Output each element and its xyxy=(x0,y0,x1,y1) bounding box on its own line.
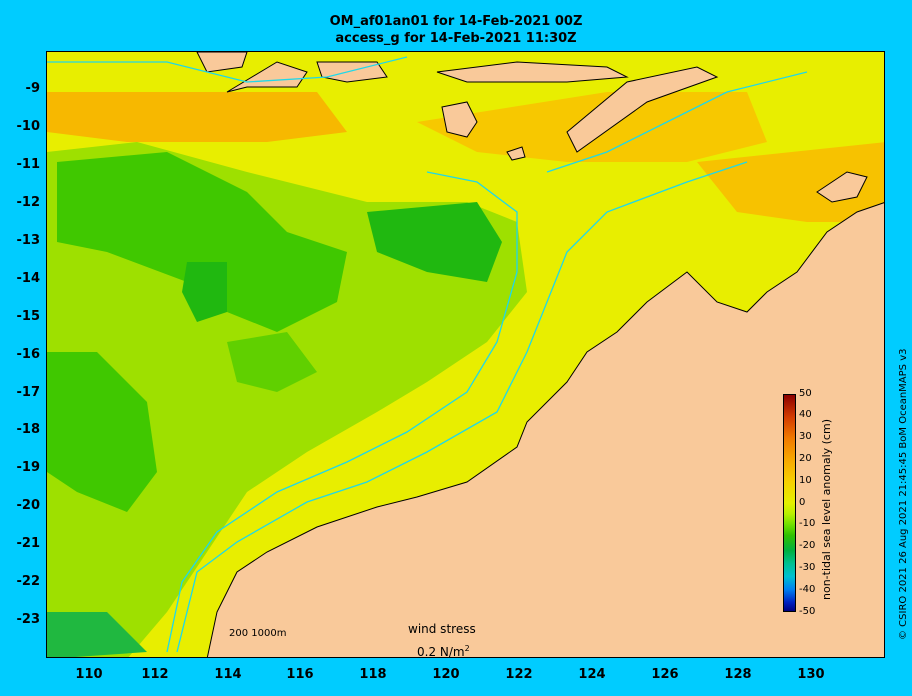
x-tick-label: 112 xyxy=(141,667,169,682)
colorbar-tick: -10 xyxy=(799,518,816,529)
y-tick-label: -17 xyxy=(16,385,41,400)
colorbar-tick: 40 xyxy=(799,409,812,420)
colorbar-tick: -30 xyxy=(799,562,816,573)
map-title-line1: OM_af01an01 for 14-Feb-2021 00Z xyxy=(329,14,583,29)
y-tick-label: -21 xyxy=(16,536,41,551)
map-title-line2: access_g for 14-Feb-2021 11:30Z xyxy=(335,31,577,46)
wind-stress-unit-exponent: 2 xyxy=(464,644,470,653)
y-tick-label: -23 xyxy=(16,612,41,627)
colorbar-tick: 20 xyxy=(799,453,812,464)
y-tick-label: -9 xyxy=(25,81,40,96)
colorbar-tick: 0 xyxy=(799,497,806,508)
colorbar-title: non-tidal sea level anomaly (cm) xyxy=(820,419,833,600)
y-tick-label: -22 xyxy=(16,574,41,589)
x-tick-label: 118 xyxy=(359,667,387,682)
y-tick-label: -16 xyxy=(16,347,41,362)
y-tick-label: -15 xyxy=(16,309,41,324)
credit-text: © CSIRO 2021 26 Aug 2021 21:45:45 BoM Oc… xyxy=(898,348,909,641)
colorbar-tick: 30 xyxy=(799,431,812,442)
x-tick-label: 126 xyxy=(651,667,679,682)
sea-level-map xyxy=(46,51,885,658)
y-tick-label: -10 xyxy=(16,119,41,134)
x-tick-label: 120 xyxy=(432,667,460,682)
x-tick-label: 116 xyxy=(286,667,314,682)
x-tick-label: 110 xyxy=(75,667,103,682)
colorbar xyxy=(783,394,796,612)
x-tick-label: 124 xyxy=(578,667,606,682)
x-tick-label: 130 xyxy=(797,667,825,682)
y-tick-label: -14 xyxy=(16,271,41,286)
colorbar-tick: 10 xyxy=(799,475,812,486)
y-tick-label: -12 xyxy=(16,195,41,210)
x-tick-label: 114 xyxy=(214,667,242,682)
colorbar-tick: -40 xyxy=(799,584,816,595)
y-tick-label: -11 xyxy=(16,157,41,172)
x-tick-label: 128 xyxy=(724,667,752,682)
colorbar-tick: -20 xyxy=(799,540,816,551)
colorbar-tick: 50 xyxy=(799,388,812,399)
y-tick-label: -13 xyxy=(16,233,41,248)
wind-stress-value: 0.2 N/m2 xyxy=(417,644,470,659)
x-tick-label: 122 xyxy=(505,667,533,682)
y-tick-label: -20 xyxy=(16,498,41,513)
y-tick-label: -19 xyxy=(16,460,41,475)
contour-legend: 200 1000m xyxy=(229,628,287,639)
y-tick-label: -18 xyxy=(16,422,41,437)
wind-stress-value-text: 0.2 N/m xyxy=(417,645,465,659)
wind-stress-label: wind stress xyxy=(408,622,476,636)
colorbar-tick: -50 xyxy=(799,606,816,617)
